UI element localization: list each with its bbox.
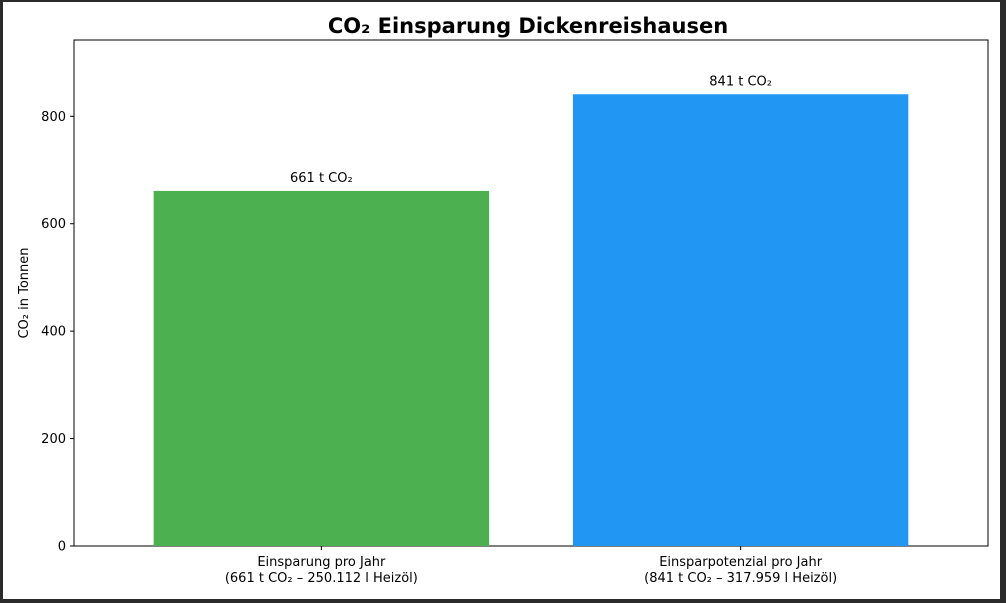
bar-chart: CO₂ Einsparung Dickenreishausen 661 t CO… <box>17 14 989 586</box>
bar <box>572 94 909 546</box>
x-tick-label: Einsparung pro Jahr <box>257 555 386 570</box>
x-tick-label: (841 t CO₂ – 317.959 l Heizöl) <box>644 571 837 586</box>
y-axis: 0 200 400 600 800 <box>41 110 74 555</box>
x-axis: Einsparung pro Jahr(661 t CO₂ – 250.112 … <box>225 546 837 586</box>
bar-value-label: 661 t CO₂ <box>290 171 353 186</box>
y-tick-label: 200 <box>41 432 66 447</box>
chart-figure: CO₂ Einsparung Dickenreishausen 661 t CO… <box>3 2 1000 599</box>
x-tick-label: (661 t CO₂ – 250.112 l Heizöl) <box>225 571 418 586</box>
y-axis-label: CO₂ in Tonnen <box>17 247 32 338</box>
chart-title: CO₂ Einsparung Dickenreishausen <box>328 14 728 38</box>
bar-value-label: 841 t CO₂ <box>709 74 772 89</box>
plot-area <box>73 39 989 547</box>
y-tick-label: 800 <box>41 110 66 125</box>
y-tick-label: 600 <box>41 217 66 232</box>
y-tick-label: 0 <box>58 540 66 555</box>
bars-layer: 661 t CO₂ 841 t CO₂ <box>153 74 909 546</box>
bar <box>153 190 490 546</box>
x-tick-label: Einsparpotenzial pro Jahr <box>659 555 823 570</box>
y-tick-label: 400 <box>41 325 66 340</box>
